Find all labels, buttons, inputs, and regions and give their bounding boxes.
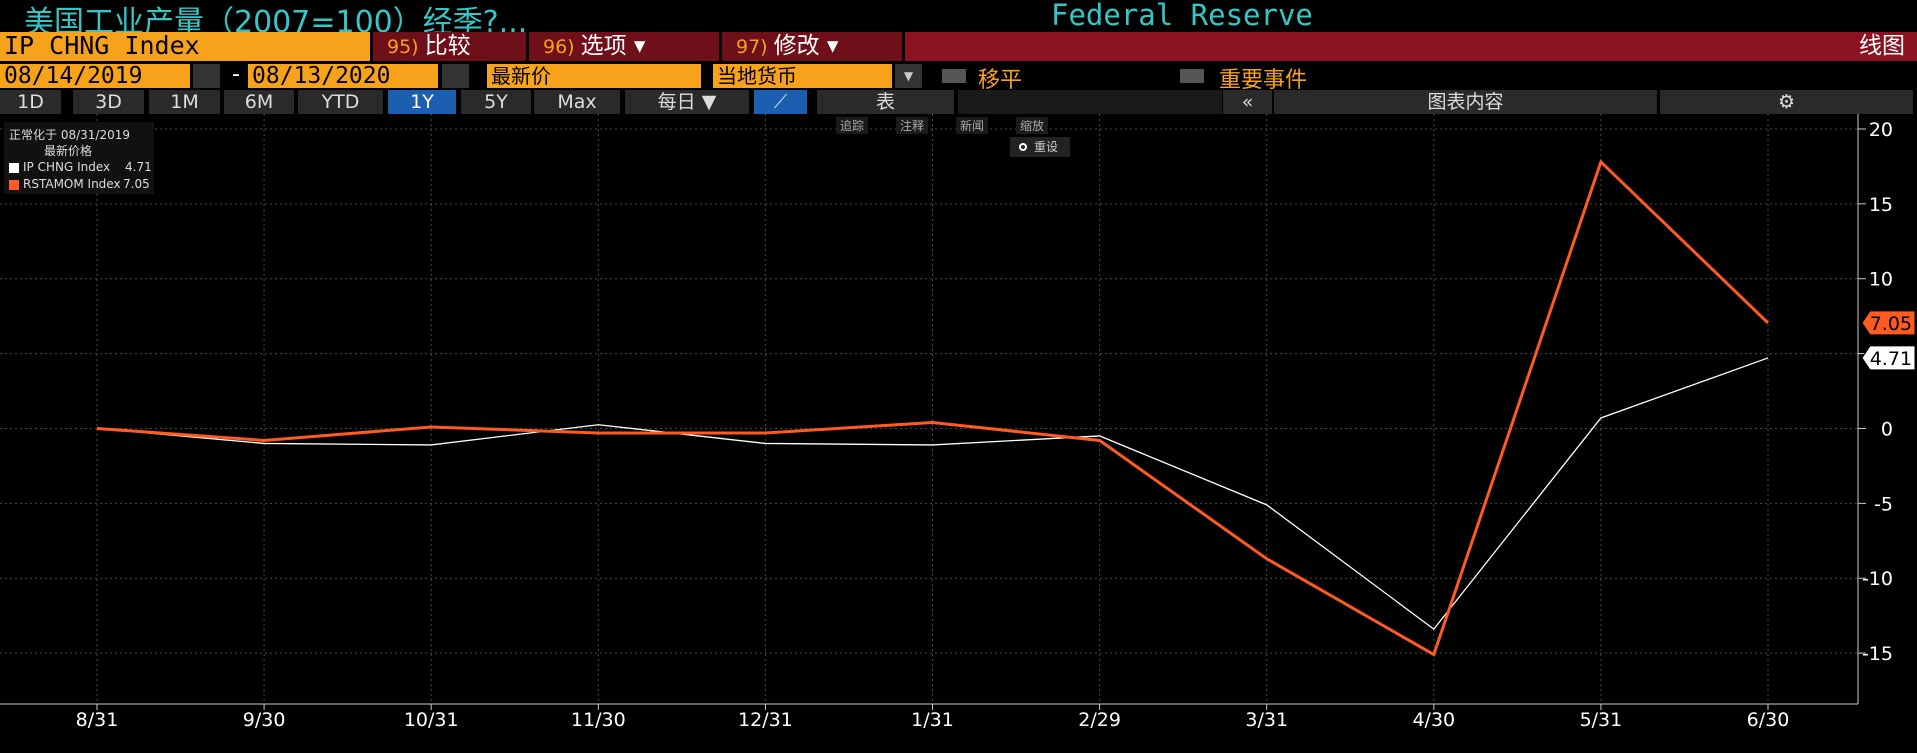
start-date[interactable]: 08/14/2019 (0, 64, 190, 88)
chart-tool[interactable]: 追踪 (836, 117, 869, 134)
calendar-icon[interactable] (442, 64, 469, 88)
dropdown-arrow[interactable]: ▼ (895, 64, 922, 88)
button-number: 97) (736, 36, 768, 58)
x-tick-label: 9/30 (243, 709, 286, 731)
blank-field (958, 90, 1222, 114)
events-label: 重要事件 (1219, 68, 1308, 93)
value-tag (1861, 310, 1916, 336)
x-tick-label: 8/31 (76, 709, 119, 731)
chart-tool[interactable]: 新闻 (956, 117, 989, 134)
legend-swatch (9, 180, 19, 190)
smoothing-label: 移平 (978, 68, 1023, 93)
button-number: 95) (387, 36, 419, 58)
legend-name: IP CHNG Index (23, 160, 111, 174)
view-label: 线图 (1859, 33, 1905, 59)
y-tick-label: 10 (1869, 269, 1893, 291)
period-tab[interactable]: YTD (298, 90, 383, 114)
period-tab[interactable]: 3D (73, 90, 144, 114)
legend-value: 7.05 (123, 177, 150, 191)
period-tab[interactable]: 5Y (461, 90, 531, 114)
end-date[interactable]: 08/13/2020 (248, 64, 438, 88)
value-tag-label: 4.71 (1870, 348, 1912, 370)
compare-button[interactable]: 95) 比较 (373, 32, 526, 61)
x-tick-label: 11/30 (571, 709, 626, 731)
series-line (96, 357, 1769, 631)
period-tab[interactable]: 1M (149, 90, 220, 114)
chart-tool[interactable]: 注释 (896, 117, 929, 134)
chart-contents-button[interactable]: 图表内容 (1274, 90, 1657, 114)
y-tick-label: 15 (1869, 194, 1893, 216)
y-tick-label: -15 (1862, 643, 1893, 665)
source: Federal Reserve (1051, 0, 1313, 32)
period-tab[interactable]: Max (534, 90, 620, 114)
series-line (96, 159, 1770, 657)
y-tick-label: -5 (1874, 493, 1893, 515)
button-label: 比较 (424, 33, 471, 59)
x-tick-label: 3/31 (1245, 709, 1288, 731)
legend-name: RSTAMOM Index (23, 177, 121, 191)
currency-select[interactable]: 当地货币 (713, 64, 892, 88)
modify-button[interactable]: 97) 修改 ▾ (722, 32, 902, 61)
frequency-select[interactable]: 每日 ▼ (625, 90, 749, 114)
checkbox[interactable] (942, 69, 966, 83)
reset-icon (1019, 143, 1027, 151)
x-tick-label: 10/31 (404, 709, 459, 731)
checkbox[interactable] (1180, 69, 1204, 83)
frequency-label: 每日 (657, 91, 696, 113)
y-tick-label: -10 (1862, 568, 1893, 590)
period-tab[interactable]: 1D (0, 90, 61, 114)
button-label: 修改 (773, 33, 820, 59)
value-tag (1861, 345, 1916, 371)
title-bar (905, 32, 1917, 61)
legend-swatch (9, 163, 19, 173)
legend-title: 正常化于 08/31/2019 (9, 128, 130, 142)
period-tab[interactable]: 6M (224, 90, 294, 114)
y-tick-label: 0 (1881, 418, 1893, 440)
x-tick-label: 5/31 (1580, 709, 1623, 731)
price-select[interactable]: 最新价 (487, 64, 701, 88)
table-button[interactable]: 表 (817, 90, 954, 114)
line-chart-button[interactable]: ⟋ (754, 90, 807, 114)
x-tick-label: 12/31 (738, 709, 793, 731)
settings-button[interactable]: ⚙ (1660, 90, 1913, 114)
ticker-field[interactable]: IP CHNG Index (0, 32, 370, 61)
button-number: 96) (543, 36, 575, 58)
date-separator: - (232, 62, 240, 87)
calendar-icon[interactable] (193, 64, 220, 88)
collapse-button[interactable]: « (1223, 90, 1272, 114)
chart-tool[interactable]: 缩放 (1016, 117, 1049, 134)
x-tick-label: 1/31 (911, 709, 954, 731)
x-tick-label: 4/30 (1412, 709, 1455, 731)
value-tag-label: 7.05 (1870, 313, 1912, 335)
options-button[interactable]: 96) 选项 ▾ (529, 32, 719, 61)
x-tick-label: 2/29 (1078, 709, 1121, 731)
period-tab[interactable]: 1Y (388, 90, 456, 114)
x-tick-label: 6/30 (1747, 709, 1790, 731)
legend-value: 4.71 (125, 160, 152, 174)
button-label: 选项 (580, 33, 627, 59)
legend-box (4, 122, 154, 194)
y-tick-label: 20 (1869, 119, 1893, 141)
reset-button[interactable]: 重设 (1010, 137, 1070, 157)
legend-subtitle: 最新价格 (44, 144, 93, 158)
